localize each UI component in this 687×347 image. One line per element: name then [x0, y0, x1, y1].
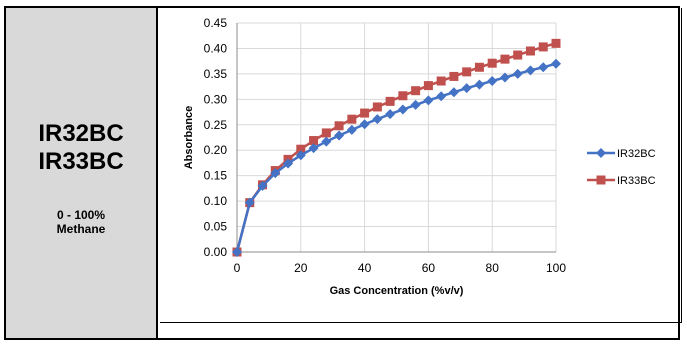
- data-point: [232, 247, 242, 257]
- y-tick-label: 0.25: [204, 118, 228, 132]
- y-tick-label: 0.40: [204, 41, 228, 55]
- y-tick-label: 0.30: [204, 92, 228, 106]
- x-tick-label: 0: [234, 261, 241, 275]
- x-tick-label: 60: [422, 261, 436, 275]
- x-tick-label: 80: [486, 261, 500, 275]
- data-point: [423, 81, 433, 91]
- legend-marker: [596, 175, 606, 185]
- data-point: [487, 58, 497, 68]
- y-tick-labels: 0.00 0.05 0.10 0.15 0.20 0.25 0.30 0.35 0.40 0.45: [204, 16, 228, 259]
- chart-legend: IR32BC IR33BC: [587, 148, 656, 187]
- data-point: [321, 136, 332, 147]
- data-point: [512, 68, 523, 79]
- data-point: [346, 124, 357, 135]
- data-point: [334, 130, 345, 141]
- data-point: [448, 87, 459, 98]
- y-tick-label: 0.35: [204, 67, 228, 81]
- chart-axes: [236, 23, 556, 253]
- data-point: [474, 62, 484, 72]
- data-point: [551, 58, 561, 69]
- data-point: [525, 46, 535, 56]
- data-point: [257, 180, 268, 191]
- model-name-ir33bc: IR33BC: [38, 148, 124, 175]
- data-point: [423, 95, 434, 106]
- chart-bottom-border: [160, 322, 682, 323]
- series-ir33bc: [232, 38, 561, 257]
- x-tick-label: 40: [358, 261, 372, 275]
- data-point: [270, 168, 281, 179]
- data-point: [359, 119, 370, 130]
- legend-label: IR33BC: [617, 175, 656, 187]
- data-point: [347, 114, 357, 124]
- x-tick-label: 20: [294, 261, 308, 275]
- legend-marker: [596, 148, 606, 158]
- data-point: [360, 108, 370, 118]
- model-name-ir32bc: IR32BC: [38, 120, 124, 147]
- data-point: [449, 71, 459, 81]
- y-axis-label: Absorbance: [183, 106, 195, 170]
- series-line: [235, 42, 557, 253]
- y-tick-label: 0.00: [204, 245, 228, 259]
- x-axis-label: Gas Concentration (%v/v): [330, 285, 464, 297]
- frame: IR32BC IR33BC 0 - 100% Methane: [4, 6, 682, 340]
- data-point: [436, 91, 447, 102]
- range-label: 0 - 100%: [56, 208, 106, 222]
- data-point: [436, 76, 446, 86]
- data-point: [462, 67, 472, 77]
- data-point: [334, 121, 344, 131]
- data-point: [321, 128, 331, 138]
- data-point: [538, 62, 549, 73]
- y-tick-label: 0.10: [204, 194, 228, 208]
- data-point: [296, 144, 306, 154]
- data-point: [500, 54, 510, 64]
- data-point: [551, 38, 561, 48]
- data-point: [283, 158, 294, 169]
- product-panel: IR32BC IR33BC 0 - 100% Methane: [6, 8, 158, 338]
- data-point: [487, 76, 498, 87]
- data-point: [525, 65, 536, 76]
- data-point: [372, 114, 383, 125]
- data-point: [372, 102, 382, 112]
- data-point: [499, 72, 510, 83]
- data-point: [398, 91, 408, 101]
- y-tick-label: 0.20: [204, 143, 228, 157]
- data-point: [461, 83, 472, 94]
- chart-series: [232, 38, 561, 257]
- legend-item-ir32bc: IR32BC: [587, 148, 656, 160]
- data-point: [538, 42, 548, 52]
- x-tick-labels: 0 20 40 60 80 100: [234, 261, 567, 275]
- series-ir32bc: [232, 58, 561, 257]
- y-tick-label: 0.05: [204, 220, 228, 234]
- legend-label: IR32BC: [617, 148, 656, 160]
- gas-label: Methane: [56, 222, 106, 236]
- data-point: [513, 50, 523, 60]
- data-point: [410, 99, 421, 110]
- data-point: [244, 197, 255, 208]
- legend-item-ir33bc: IR33BC: [587, 175, 656, 187]
- y-tick-label: 0.45: [204, 16, 228, 30]
- data-point: [385, 109, 396, 120]
- data-point: [411, 86, 421, 96]
- y-tick-label: 0.15: [204, 169, 228, 183]
- data-point: [295, 150, 306, 161]
- data-point: [308, 143, 319, 154]
- x-tick-label: 100: [546, 261, 566, 275]
- chart-area-border: [160, 8, 682, 322]
- data-point: [385, 96, 395, 106]
- data-point: [397, 104, 408, 115]
- data-point: [309, 136, 319, 146]
- data-point: [474, 79, 485, 90]
